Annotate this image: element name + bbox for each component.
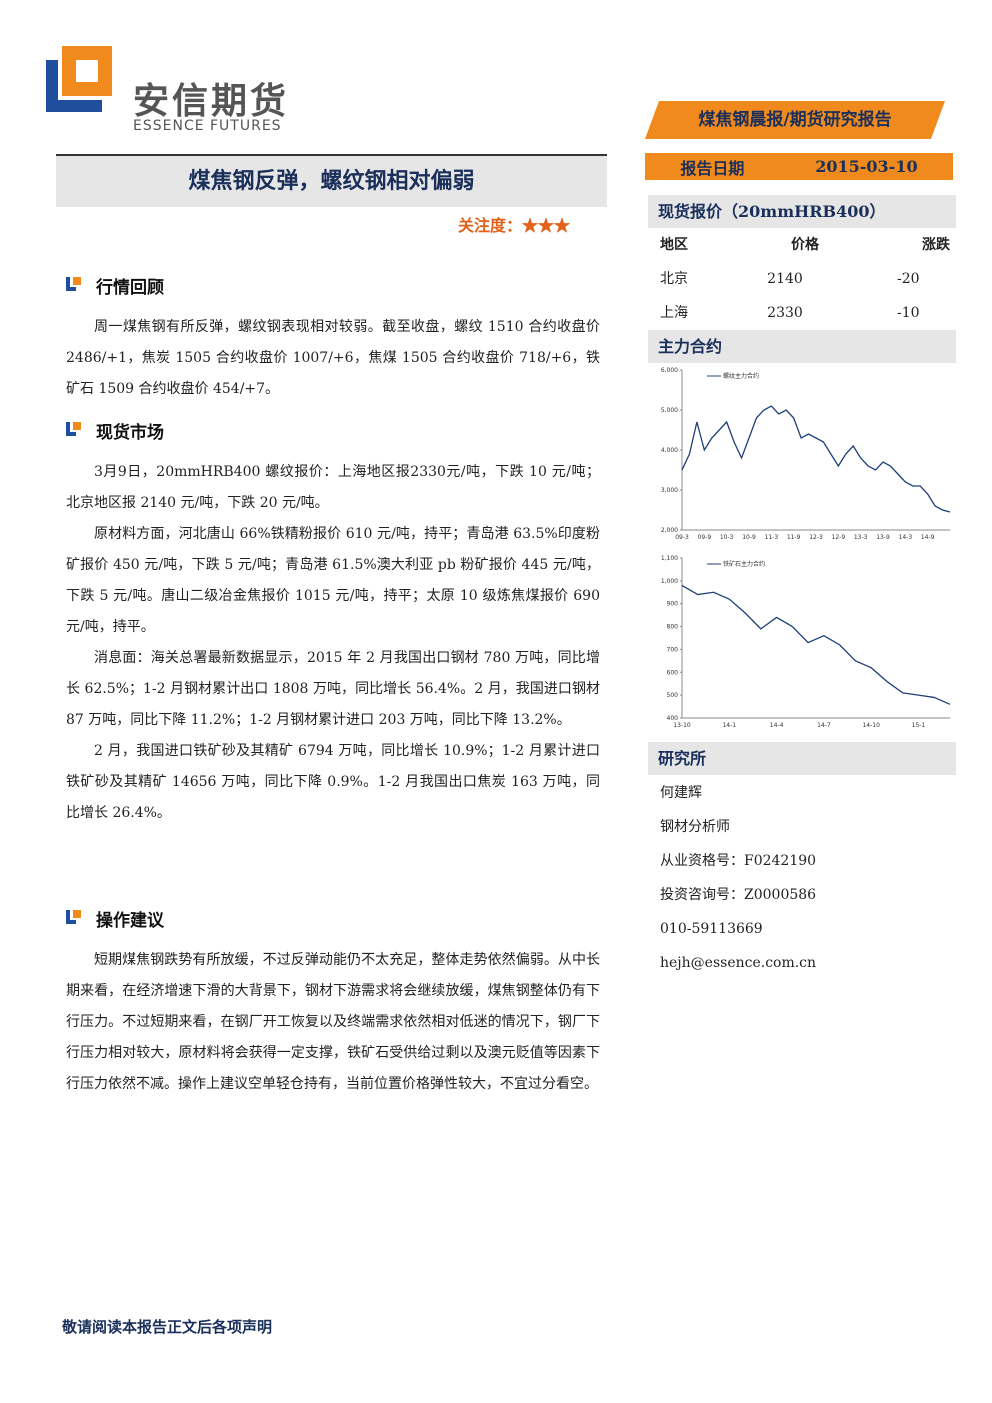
x-tick-label: 13-10 <box>673 722 691 729</box>
chart: 2,000 3,000 4,000 5,000 6,000 09-3 09-9 10-3 10-… <box>661 367 951 541</box>
x-tick-label: 11-3 <box>765 534 779 541</box>
y-tick-label: 800 <box>667 624 679 631</box>
report-date: 报告日期 2015-03-10 <box>645 153 953 180</box>
section: 操作建议短期煤焦钢跌势有所放缓，不过反弹动能仍不太充足，整体走势依然偏弱。从中长… <box>66 903 600 1100</box>
x-tick-label: 11-9 <box>787 534 801 541</box>
x-tick-label: 13-9 <box>876 534 890 541</box>
x-tick-label: 15-1 <box>912 722 926 729</box>
cell: 2330 <box>767 305 803 321</box>
spot-title: 现货报价（20mmHRB400） <box>648 195 956 228</box>
x-tick-label: 13-3 <box>854 534 868 541</box>
research-line: 钢材分析师 <box>660 819 730 835</box>
heading-icon <box>66 277 82 293</box>
y-tick-label: 2,000 <box>661 527 678 534</box>
x-tick-label: 14-7 <box>817 722 831 729</box>
cell: -10 <box>897 305 920 321</box>
logo-mark <box>46 46 112 112</box>
x-tick-label: 09-9 <box>698 534 712 541</box>
research: 何建辉钢材分析师从业资格号：F0242190 投资咨询号：Z0000586 010-… <box>660 776 816 980</box>
section-heading: 行情回顾 <box>66 270 600 300</box>
legend-label: 铁矿石主力合约 <box>723 560 765 568</box>
y-tick-label: 500 <box>667 692 679 699</box>
paragraph: 消息面：海关总署最新数据显示，2015 年 2 月我国出口钢材 780 万吨，同… <box>66 650 600 728</box>
th: 地区 <box>660 237 688 253</box>
x-tick-label: 12-3 <box>809 534 823 541</box>
paragraph: 周一煤焦钢有所反弹，螺纹钢表现相对较弱。截至收盘，螺纹 1510 合约收盘价 2… <box>66 319 600 397</box>
date-value: 2015-03-10 <box>815 157 918 176</box>
section-heading: 操作建议 <box>66 903 600 933</box>
table-row: 上海 2330 -10 <box>660 296 950 330</box>
th: 涨跌 <box>922 237 951 253</box>
x-tick-label: 10-9 <box>742 534 756 541</box>
attention: 关注度：★★★ <box>458 216 571 235</box>
table-header: 地区 价格 涨跌 <box>660 228 950 262</box>
heading-icon <box>66 422 82 438</box>
cell: 上海 <box>660 305 688 321</box>
x-tick-label: 10-3 <box>720 534 734 541</box>
paragraph: 原材料方面，河北唐山 66%铁精粉报价 610 元/吨，持平；青岛港 63.5%… <box>66 526 600 635</box>
line <box>681 405 951 513</box>
section: 行情回顾周一煤焦钢有所反弹，螺纹钢表现相对较弱。截至收盘，螺纹 1510 合约收… <box>66 270 600 405</box>
chart: 400 500 600 700 800 900 1,000 1,100 13-10 14-1 14-… <box>661 555 951 729</box>
research-title: 研究所 <box>648 742 956 775</box>
y-tick-label: 4,000 <box>661 447 678 454</box>
main-contract-title: 主力合约 <box>648 330 956 363</box>
footer: 敬请阅读本报告正文后各项声明 <box>62 1318 273 1336</box>
x-tick-label: 14-10 <box>862 722 880 729</box>
paragraph: 短期煤焦钢跌势有所放缓，不过反弹动能仍不太充足，整体走势依然偏弱。从中长期来看，… <box>66 952 600 1092</box>
th: 价格 <box>791 237 819 253</box>
y-tick-label: 1,100 <box>661 555 678 562</box>
x-tick-label: 12-9 <box>832 534 846 541</box>
legend-label: 螺纹主力合约 <box>723 372 759 380</box>
spot-table: 地区 价格 涨跌 北京 2140 -20 上海 2330 -10 <box>660 228 950 330</box>
heading-text: 行情回顾 <box>96 277 164 298</box>
title: 煤焦钢反弹，螺纹钢相对偏弱 <box>188 168 475 194</box>
cell: -20 <box>897 271 920 287</box>
line <box>681 584 951 705</box>
heading-text: 操作建议 <box>96 910 164 931</box>
cell: 北京 <box>660 271 688 287</box>
heading-text: 现货市场 <box>96 422 164 443</box>
y-tick-label: 3,000 <box>661 487 678 494</box>
y-tick-label: 900 <box>667 601 679 608</box>
x-tick-label: 14-4 <box>770 722 784 729</box>
y-tick-label: 6,000 <box>661 367 678 374</box>
x-tick-label: 14-1 <box>722 722 736 729</box>
table-row: 北京 2140 -20 <box>660 262 950 296</box>
x-tick-label: 09-3 <box>675 534 689 541</box>
x-tick-label: 14-9 <box>921 534 935 541</box>
y-tick-label: 400 <box>667 715 679 722</box>
y-tick-label: 1,000 <box>661 578 678 585</box>
research-line: hejh@essence.com.cn <box>660 955 817 971</box>
logo-cn: 安信期货 <box>133 81 290 122</box>
title-bar <box>56 154 607 207</box>
x-tick-label: 14-3 <box>899 534 913 541</box>
heading-icon <box>66 910 82 926</box>
section: 现货市场 3月9日，20mmHRB400 螺纹报价：上海地区报2330元/吨，下跌… <box>66 415 600 829</box>
section-heading: 现货市场 <box>66 415 600 445</box>
banner <box>645 101 945 139</box>
y-tick-label: 700 <box>667 646 679 653</box>
research-line: 010-59113669 <box>660 921 763 937</box>
research-line: 从业资格号：F0242190 <box>660 853 817 869</box>
paragraph: 2 月，我国进口铁矿砂及其精矿 6794 万吨，同比增长 10.9%；1-2 月… <box>66 743 600 821</box>
research-line: 何建辉 <box>660 785 702 801</box>
paragraph: 3月9日，20mmHRB400 螺纹报价：上海地区报2330元/吨，下跌 10 … <box>66 464 600 511</box>
banner-text: 煤焦钢晨报/期货研究报告 <box>698 110 892 130</box>
research-line: 投资咨询号：Z0000586 <box>660 887 817 903</box>
y-tick-label: 600 <box>667 669 679 676</box>
cell: 2140 <box>767 271 803 287</box>
date-label: 报告日期 <box>680 158 745 178</box>
logo-en: ESSENCE FUTURES <box>133 118 282 134</box>
y-tick-label: 5,000 <box>661 407 678 414</box>
